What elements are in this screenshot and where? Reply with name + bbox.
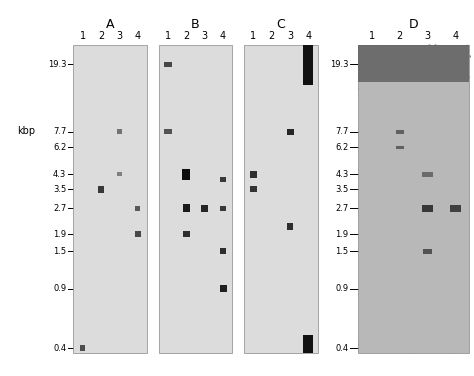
Text: 2.7: 2.7 — [335, 204, 348, 213]
Text: 2: 2 — [269, 31, 275, 41]
Text: 6.2: 6.2 — [53, 143, 66, 152]
Text: 4: 4 — [305, 31, 311, 41]
Text: 4.3: 4.3 — [335, 170, 348, 179]
Text: 0.4: 0.4 — [335, 344, 348, 353]
Text: 4: 4 — [135, 31, 141, 41]
Text: 2: 2 — [98, 31, 104, 41]
Text: 3: 3 — [201, 31, 208, 41]
Text: 19.3: 19.3 — [48, 60, 66, 69]
Text: 1: 1 — [250, 31, 256, 41]
Text: 0.9: 0.9 — [53, 284, 66, 293]
Text: 1: 1 — [369, 31, 375, 41]
Text: kbp: kbp — [17, 126, 35, 136]
Text: kbp: kbp — [299, 126, 317, 136]
Text: 1: 1 — [80, 31, 86, 41]
Text: 1.9: 1.9 — [53, 229, 66, 238]
Text: D: D — [409, 18, 419, 31]
Text: 2.7: 2.7 — [53, 204, 66, 213]
Text: A: A — [106, 18, 114, 31]
Text: 1.9: 1.9 — [335, 229, 348, 238]
Text: 1.5: 1.5 — [53, 247, 66, 256]
Text: 1.5: 1.5 — [335, 247, 348, 256]
Text: 7.7: 7.7 — [53, 127, 66, 136]
Text: 0.4: 0.4 — [53, 344, 66, 353]
Text: 3: 3 — [287, 31, 293, 41]
Text: C: C — [276, 18, 285, 31]
Text: 3: 3 — [116, 31, 122, 41]
Text: 1: 1 — [165, 31, 171, 41]
Text: 0.9: 0.9 — [335, 284, 348, 293]
Text: 3: 3 — [424, 31, 430, 41]
Text: 6.2: 6.2 — [335, 143, 348, 152]
Text: 7.7: 7.7 — [335, 127, 348, 136]
Text: 4: 4 — [220, 31, 226, 41]
Text: 2: 2 — [183, 31, 190, 41]
Text: 3.5: 3.5 — [53, 185, 66, 194]
Text: 4.3: 4.3 — [53, 170, 66, 179]
Text: B: B — [191, 18, 200, 31]
Text: 4: 4 — [452, 31, 458, 41]
Text: 3.5: 3.5 — [335, 185, 348, 194]
Text: 2: 2 — [397, 31, 403, 41]
Text: 19.3: 19.3 — [330, 60, 348, 69]
